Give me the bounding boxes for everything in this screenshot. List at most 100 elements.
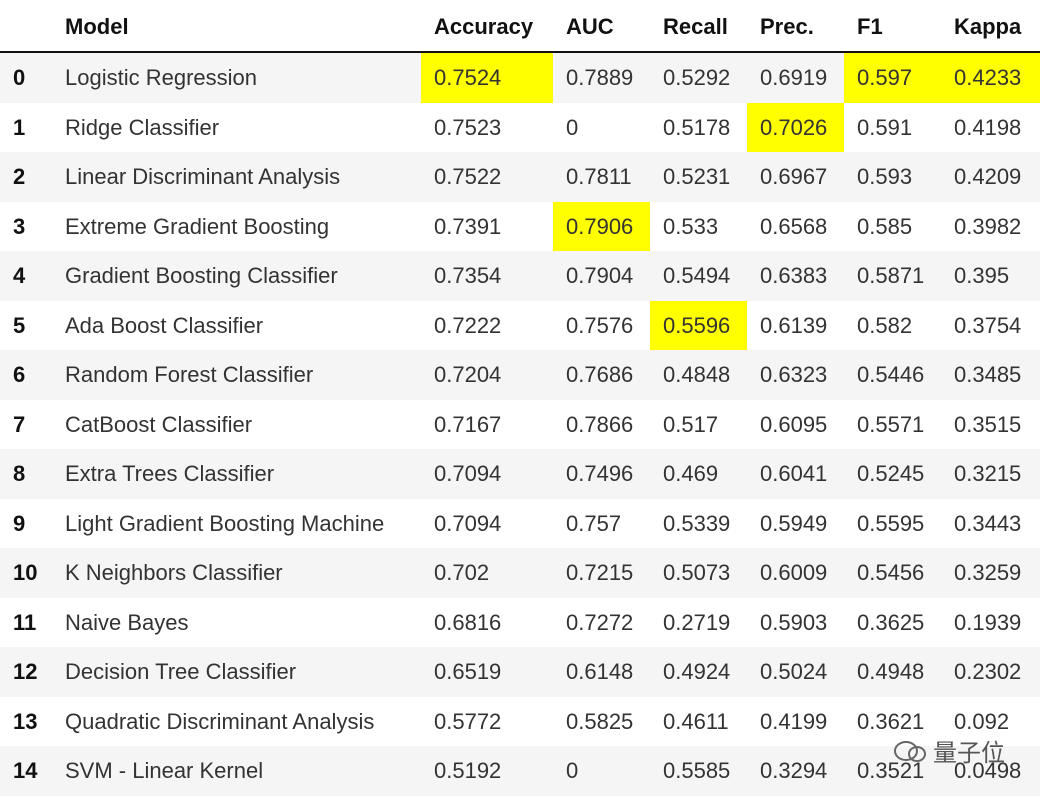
cell: 0.7222 [434, 312, 502, 338]
cell: 0.4209 [954, 164, 1022, 189]
cell: 0 [566, 758, 579, 783]
cell: 0.5339 [663, 510, 731, 536]
cell: 0.7167 [434, 411, 502, 437]
column-header: Kappa [954, 14, 1022, 39]
cell: 0.5192 [434, 758, 502, 783]
row-index: 3 [13, 213, 26, 239]
cell: 0.3621 [857, 708, 925, 734]
cell: Linear Discriminant Analysis [65, 164, 341, 189]
row-index: 14 [13, 758, 38, 783]
cell: 0.3982 [954, 213, 1022, 239]
cell: 0.5231 [663, 164, 731, 189]
cell: 0.6139 [760, 312, 828, 338]
highlight [844, 53, 941, 103]
cell: 0.7576 [566, 312, 634, 338]
row-index: 6 [13, 362, 26, 387]
cell: 0.4924 [663, 659, 731, 684]
header-rule [0, 51, 1040, 53]
cell: 0.7204 [434, 362, 502, 387]
row-stripe [0, 746, 1040, 796]
cell: K Neighbors Classifier [65, 560, 283, 585]
cell: 0.6568 [760, 213, 828, 239]
highlight [553, 201, 650, 251]
row-stripe [0, 251, 1040, 301]
cell: 0.0498 [954, 758, 1022, 783]
watermark: 量子位 [893, 733, 1005, 768]
cell: 0.3625 [857, 609, 925, 635]
cell: 0.597 [857, 65, 913, 90]
cell: 0.7889 [566, 65, 634, 90]
cell: 0.5456 [857, 560, 925, 585]
cell: 0.2302 [954, 659, 1022, 684]
row-index: 10 [13, 560, 38, 585]
cell: 0.7866 [566, 411, 634, 437]
cell: 0.5595 [857, 510, 925, 536]
column-header: Prec. [760, 14, 814, 39]
row-index: 0 [13, 65, 26, 90]
column-header: AUC [566, 14, 614, 39]
cell: Extra Trees Classifier [65, 461, 275, 486]
cell: 0.7391 [434, 213, 502, 239]
cell: 0.5446 [857, 362, 925, 387]
cell: 0.5825 [566, 708, 634, 734]
row-stripe [0, 152, 1040, 202]
cell: 0.591 [857, 114, 913, 140]
row-index: 9 [13, 510, 26, 536]
row-index: 8 [13, 461, 26, 486]
cell: 0.7523 [434, 114, 502, 140]
cell: 0.7354 [434, 263, 502, 288]
highlight [421, 53, 553, 103]
cell: 0.5585 [663, 758, 731, 783]
cell: 0.4198 [954, 114, 1022, 140]
cell: 0.1939 [954, 609, 1022, 635]
cell: 0.6095 [760, 411, 828, 437]
cell: 0.6519 [434, 659, 502, 684]
cell: 0.7496 [566, 461, 634, 486]
cell: Ridge Classifier [65, 114, 220, 140]
cell: 0.4233 [954, 65, 1022, 90]
cell: 0.533 [663, 213, 719, 239]
cell: 0.5073 [663, 560, 731, 585]
row-index: 4 [13, 263, 26, 288]
cell: 0.3443 [954, 510, 1022, 536]
cell: 0.5024 [760, 659, 828, 684]
cell: 0.3485 [954, 362, 1022, 387]
cell: CatBoost Classifier [65, 411, 253, 437]
cell: 0.6967 [760, 164, 828, 189]
row-index: 12 [13, 659, 38, 684]
cell: 0.6383 [760, 263, 828, 288]
cell: 0.3215 [954, 461, 1022, 486]
cell: 0.7524 [434, 65, 502, 90]
cell: Extreme Gradient Boosting [65, 213, 330, 239]
cell: Random Forest Classifier [65, 362, 314, 387]
column-header: F1 [857, 14, 883, 39]
cell: 0.6816 [434, 609, 502, 635]
cell: 0.5903 [760, 609, 828, 635]
cell: 0.7215 [566, 560, 634, 585]
cell: 0.7026 [760, 114, 828, 140]
cell: 0.4848 [663, 362, 731, 387]
watermark-text: 量子位 [933, 740, 1005, 767]
cell: 0.3754 [954, 312, 1022, 338]
cell: 0.6323 [760, 362, 828, 387]
cell: Ada Boost Classifier [65, 312, 264, 338]
cell: 0.5871 [857, 263, 925, 288]
row-index: 13 [13, 708, 38, 734]
cell: Naive Bayes [65, 609, 189, 635]
cell: 0.6148 [566, 659, 634, 684]
cell: 0.585 [857, 213, 913, 239]
row-stripe [0, 548, 1040, 598]
highlight [941, 53, 1040, 103]
cell: 0.3259 [954, 560, 1022, 585]
cell: Gradient Boosting Classifier [65, 263, 338, 288]
cell: 0.702 [434, 560, 490, 585]
cell: 0.4611 [663, 708, 729, 734]
cell: 0.517 [663, 411, 719, 437]
row-index: 5 [13, 312, 26, 338]
row-index: 2 [13, 164, 26, 189]
cell: Decision Tree Classifier [65, 659, 297, 684]
cell: 0.7094 [434, 461, 502, 486]
cell: 0.5571 [857, 411, 925, 437]
cell: 0.757 [566, 510, 622, 536]
